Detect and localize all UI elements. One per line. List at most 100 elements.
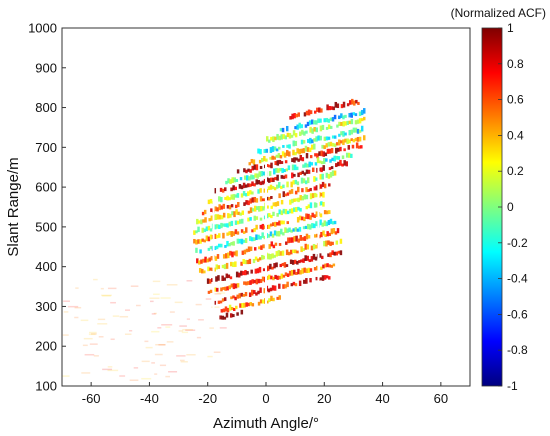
heatmap-stripe-row (207, 263, 336, 294)
heatmap-cell (296, 148, 299, 154)
heatmap-cell (203, 209, 207, 215)
heatmap-cell (249, 190, 252, 195)
heatmap-cell (240, 238, 244, 245)
heatmap-cell (219, 315, 222, 320)
heatmap-cell (241, 302, 244, 308)
heatmap-cell (354, 137, 358, 142)
heatmap-cell (224, 197, 227, 200)
heatmap-cell (332, 106, 335, 111)
heatmap-cell (277, 168, 280, 173)
heatmap-cell (348, 139, 351, 144)
heatmap-cell (335, 163, 338, 168)
heatmap-cell (310, 144, 314, 150)
speckle (110, 301, 116, 304)
heatmap-cell (269, 253, 272, 260)
heatmap-cell (338, 139, 341, 146)
heatmap-cell (280, 210, 284, 216)
heatmap-cell (304, 180, 308, 185)
speckle (74, 306, 82, 309)
heatmap-cell (222, 203, 226, 209)
heatmap-cell (238, 184, 242, 189)
speckle (219, 327, 227, 329)
heatmap-cell (352, 139, 356, 143)
heatmap-cell (304, 243, 307, 250)
heatmap-cell (220, 287, 223, 292)
heatmap-cell (277, 250, 281, 256)
heatmap-cell (247, 210, 251, 214)
heatmap-cell (269, 231, 273, 237)
heatmap-cell (271, 285, 275, 291)
heatmap-cell (234, 283, 238, 289)
heatmap-cell (219, 300, 223, 304)
heatmap-cell (249, 169, 252, 173)
speckle (84, 353, 95, 356)
heatmap-cell (243, 281, 246, 285)
heatmap-cell (356, 119, 360, 124)
heatmap-cell (239, 177, 243, 181)
heatmap-cell (286, 132, 290, 138)
heatmap-cell (260, 171, 264, 177)
heatmap-cell (294, 249, 297, 254)
heatmap-cell (271, 185, 275, 190)
heatmap-cell (293, 173, 296, 177)
speckle (93, 278, 98, 281)
heatmap-cell (226, 240, 229, 247)
heatmap-cell (273, 168, 276, 175)
speckle (82, 344, 88, 347)
heatmap-cell (259, 149, 262, 155)
heatmap-cell (353, 100, 356, 106)
heatmap-cell (280, 161, 284, 164)
heatmap-cell (316, 107, 319, 112)
heatmap-cell (288, 208, 292, 214)
x-tick-label: 60 (434, 391, 448, 406)
heatmap-cell (323, 136, 327, 141)
heatmap-cell (300, 259, 303, 263)
heatmap-cell (315, 120, 318, 125)
heatmap-cell (327, 240, 330, 245)
heatmap-cell (248, 258, 252, 265)
heatmap-cell (235, 271, 239, 278)
heatmap-cell (342, 131, 345, 137)
heatmap-cell (299, 207, 302, 212)
speckle (145, 346, 153, 349)
heatmap-cell (226, 286, 229, 291)
heatmap-cell (269, 147, 273, 153)
heatmap-cell (229, 179, 232, 185)
heatmap-cell (308, 120, 312, 125)
heatmap-cell (248, 162, 251, 166)
heatmap-cell (221, 188, 225, 193)
heatmap-cell (290, 188, 294, 194)
heatmap-cell (286, 192, 290, 196)
heatmap-cell (346, 120, 349, 125)
heatmap-cell (342, 139, 345, 146)
heatmap-cell (216, 254, 220, 259)
heatmap-cell (321, 255, 324, 260)
heatmap-cell (274, 221, 277, 227)
speckle (186, 318, 190, 320)
heatmap-cell (210, 256, 214, 261)
heatmap-cell (262, 268, 266, 272)
heatmap-cell (253, 205, 257, 212)
speckle (159, 364, 167, 367)
x-tick-label: 0 (262, 391, 269, 406)
speckle (81, 372, 91, 374)
heatmap-cell (221, 315, 225, 320)
heatmap-cell (275, 148, 279, 152)
heatmap-cell (290, 249, 293, 255)
heatmap-cell (298, 280, 302, 287)
heatmap-cell (342, 115, 345, 120)
heatmap-cell (322, 165, 325, 171)
sparse-speckle-layer (62, 278, 227, 382)
speckle (129, 379, 139, 382)
heatmap-cell (229, 276, 233, 280)
heatmap-cell (232, 314, 235, 318)
heatmap-cell (306, 223, 310, 230)
heatmap-cell (305, 206, 309, 210)
heatmap-cell (313, 176, 316, 182)
heatmap-cell (255, 234, 258, 241)
heatmap-cell (227, 274, 231, 278)
heatmap-cell (328, 148, 332, 154)
heatmap-cell (244, 269, 247, 276)
heatmap-cell (326, 104, 329, 111)
heatmap-cell (320, 167, 323, 173)
